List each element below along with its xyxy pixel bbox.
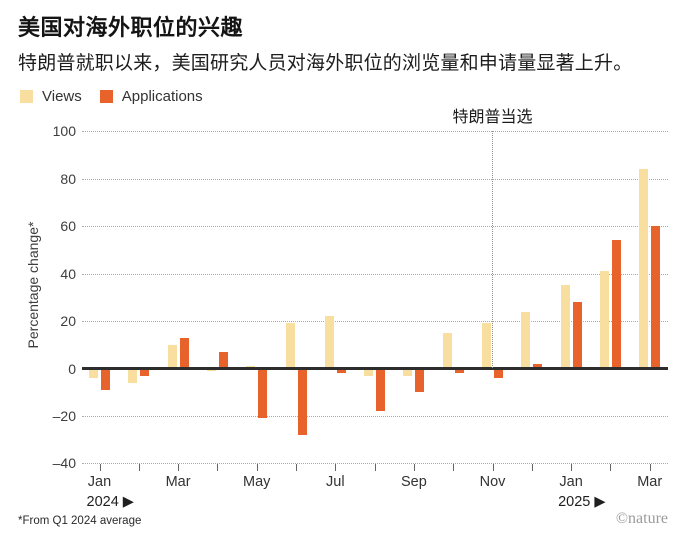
bar-applications-may-2024 [258, 368, 268, 419]
bar-views-jan-2024 [89, 368, 98, 378]
bar-applications-jan-2025 [572, 302, 582, 369]
bar-views-jul-2024 [324, 316, 334, 369]
gridline-y--20 [82, 415, 668, 417]
x-tick-mar-2025 [649, 463, 651, 471]
chart-title: 美国对海外职位的兴趣 [18, 15, 244, 40]
y-tick-label-40: 40 [60, 265, 76, 282]
bar-views-mar-2024 [167, 344, 177, 369]
gridline-y-40 [82, 273, 668, 275]
footnote: *From Q1 2024 average [18, 515, 142, 527]
election-annotation: 特朗普当选 [452, 109, 533, 126]
bar-applications-aug-2024 [376, 368, 386, 412]
applications-swatch-icon [99, 90, 113, 103]
x-label-jan-12: Jan [559, 474, 583, 490]
x-tick-jul-2024 [335, 463, 337, 471]
election-event-line [491, 131, 493, 369]
gridline-y-60 [82, 226, 668, 228]
x-tick-may-2024 [256, 463, 258, 471]
gridline-y-100 [82, 131, 668, 133]
gridline-y-20 [82, 321, 668, 323]
bar-applications-apr-2024 [218, 351, 228, 369]
bar-applications-jan-2024 [101, 368, 110, 390]
zero-baseline [82, 367, 668, 370]
legend-item-views: Views [20, 88, 82, 105]
x-tick-feb-2024 [138, 463, 140, 471]
y-tick-label-20: 20 [60, 313, 76, 330]
bar-views-jan-2025 [560, 285, 570, 369]
x-label-jan-0: Jan [87, 474, 112, 490]
y-tick-label--20: –20 [52, 407, 76, 424]
x-tick-feb-2025 [610, 463, 612, 471]
bar-applications-sep-2024 [415, 368, 425, 393]
y-tick-label-60: 60 [60, 218, 76, 235]
x-label-mar-2: Mar [165, 474, 191, 490]
x-tick-aug-2024 [374, 463, 376, 471]
legend-label-views: Views [42, 88, 82, 105]
bar-views-sep-2024 [403, 368, 413, 376]
x-tick-jun-2024 [296, 463, 297, 471]
bar-applications-mar-2024 [179, 337, 189, 369]
bar-applications-feb-2024 [140, 368, 150, 376]
y-axis-title: Percentage change* [25, 221, 41, 349]
x-tick-jan-2025 [571, 463, 573, 471]
bar-views-nov-2024 [482, 323, 491, 369]
bar-views-feb-2024 [128, 368, 138, 383]
bar-views-oct-2024 [442, 332, 452, 369]
views-swatch-icon [20, 90, 33, 103]
y-tick-label--40: –40 [52, 455, 76, 472]
x-label-jul-6: Jul [326, 474, 345, 490]
x-tick-mar-2024 [178, 463, 180, 471]
year-label-2025: 2025 ▶ [558, 494, 606, 510]
x-tick-dec-2024 [531, 463, 533, 471]
x-tick-nov-2024 [492, 463, 494, 471]
bar-applications-jul-2024 [336, 368, 346, 374]
x-tick-sep-2024 [413, 463, 415, 471]
bar-applications-dec-2024 [533, 363, 543, 369]
bar-views-feb-2025 [599, 271, 609, 369]
bar-applications-nov-2024 [494, 368, 503, 378]
y-tick-label-0: 0 [68, 360, 76, 377]
legend-label-applications: Applications [121, 88, 203, 105]
legend-item-applications: Applications [99, 88, 203, 105]
x-tick-jan-2024 [99, 463, 101, 471]
x-label-mar-14: Mar [637, 474, 663, 490]
x-tick-oct-2024 [453, 463, 455, 471]
bar-views-jun-2024 [285, 323, 295, 369]
bar-applications-oct-2024 [454, 368, 464, 374]
bar-applications-jun-2024 [297, 368, 307, 435]
nature-credit: ©nature [615, 510, 668, 527]
x-label-nov-10: Nov [479, 474, 506, 490]
y-tick-label-100: 100 [52, 123, 76, 140]
year-label-2024: 2024 ▶ [86, 494, 134, 510]
x-tick-apr-2024 [217, 463, 219, 471]
bar-views-aug-2024 [364, 368, 374, 376]
chart-subtitle: 特朗普就职以来，美国研究人员对海外职位的浏览量和申请量显著上升。 [18, 53, 633, 74]
x-label-sep-8: Sep [400, 474, 427, 490]
bar-views-dec-2024 [521, 311, 531, 369]
bar-views-mar-2025 [639, 169, 649, 369]
y-tick-label-80: 80 [60, 170, 76, 187]
x-label-may-4: May [242, 474, 271, 490]
gridline-y-80 [82, 178, 668, 180]
bar-applications-feb-2025 [611, 240, 621, 369]
bar-applications-mar-2025 [651, 226, 661, 369]
legend: Views Applications [20, 88, 203, 105]
